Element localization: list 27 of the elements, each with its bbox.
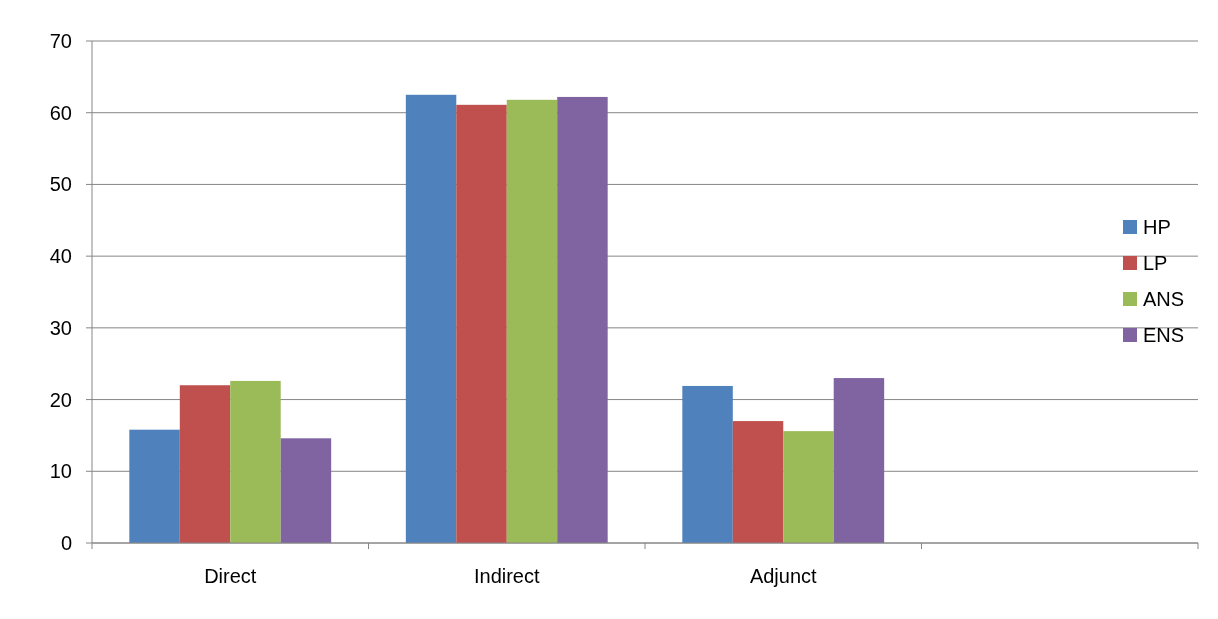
bar (506, 99, 558, 543)
y-tick-label: 50 (49, 173, 72, 196)
y-tick-label: 0 (60, 532, 72, 554)
x-tick-label: Indirect (473, 565, 540, 587)
bar (405, 94, 457, 543)
bar (783, 431, 834, 543)
bar (230, 380, 281, 543)
x-tick-label: Adjunct (749, 565, 818, 587)
bar (179, 385, 231, 543)
x-tick-label: Direct (204, 565, 257, 587)
y-tick-label: 60 (49, 101, 72, 124)
bar (833, 378, 885, 543)
bar (129, 429, 180, 543)
bar (280, 438, 332, 543)
legend-label: ENS (1143, 324, 1185, 346)
y-tick-label: 20 (49, 388, 72, 411)
bar (456, 104, 507, 543)
legend-label: LP (1143, 252, 1168, 274)
y-tick-label: 10 (49, 460, 72, 483)
y-tick-label: 30 (49, 316, 72, 339)
legend-label: HP (1143, 216, 1171, 238)
y-tick-label: 70 (49, 30, 72, 52)
bar (682, 385, 733, 543)
bar (557, 96, 608, 543)
bar (732, 421, 784, 543)
legend-label: ANS (1143, 288, 1185, 310)
y-tick-label: 40 (49, 245, 72, 268)
